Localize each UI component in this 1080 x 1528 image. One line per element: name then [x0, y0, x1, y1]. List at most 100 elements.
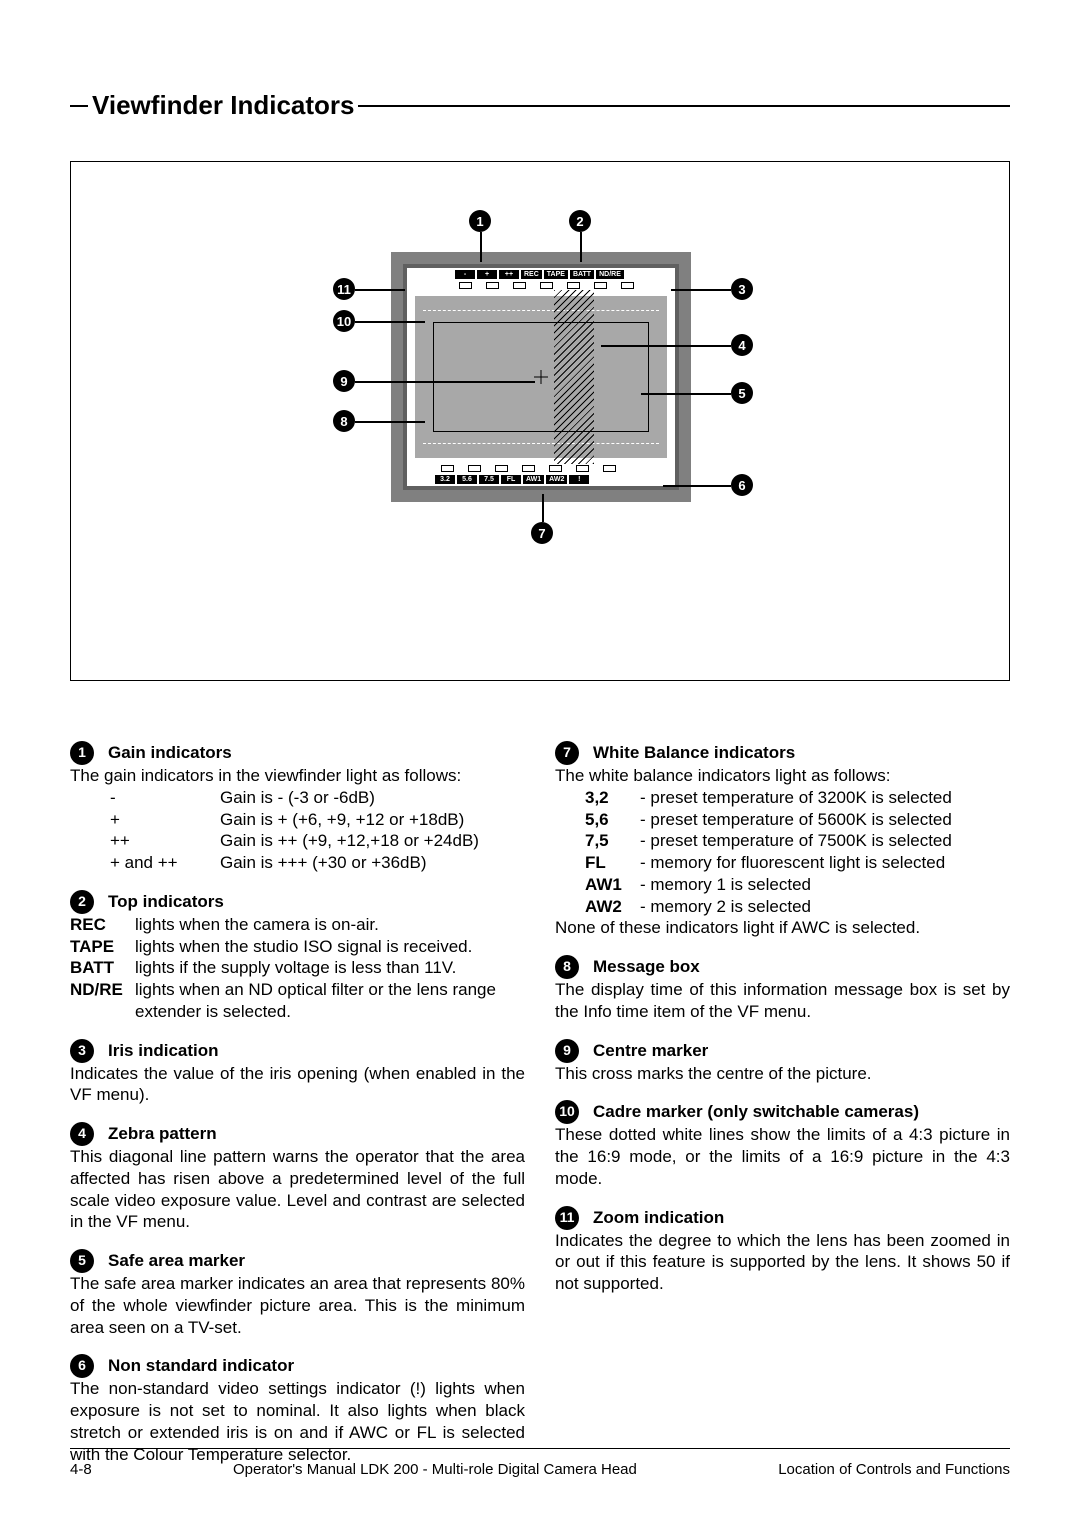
title-rule-right — [358, 105, 1010, 107]
item-heading: 2Top indicators — [70, 890, 525, 914]
wb-75-label: 7.5 — [479, 475, 499, 484]
item-number-badge: 6 — [70, 1354, 94, 1378]
gain-plusplus-label: ++ — [499, 270, 519, 279]
table-value: - memory 2 is selected — [640, 896, 1010, 918]
table-value: - preset temperature of 3200K is selecte… — [640, 787, 1010, 809]
item-number-badge: 1 — [70, 741, 94, 765]
leader — [641, 393, 731, 395]
led — [459, 282, 472, 289]
item-heading: 1 Gain indicators — [70, 741, 525, 765]
table-value: Gain is - (-3 or -6dB) — [220, 787, 525, 809]
leader — [580, 232, 582, 262]
led — [603, 465, 616, 472]
item-number-badge: 10 — [555, 1100, 579, 1124]
item-number-badge: 9 — [555, 1039, 579, 1063]
item-number-badge: 3 — [70, 1039, 94, 1063]
leader — [355, 321, 425, 323]
centre-marker-v — [541, 370, 542, 384]
led — [522, 465, 535, 472]
bottom-indicator-labels: 3.2 5.6 7.5 FL AW1 AW2 ! — [435, 475, 589, 484]
leader — [663, 485, 731, 487]
item-heading: 5Safe area marker — [70, 1249, 525, 1273]
bottom-leds — [441, 465, 616, 472]
item-heading: 4Zebra pattern — [70, 1122, 525, 1146]
safe-area-right — [648, 322, 649, 432]
table-value: lights when the camera is on-air. — [135, 914, 525, 936]
item-table: -Gain is - (-3 or -6dB)+Gain is + (+6, +… — [110, 787, 525, 874]
item-body: This cross marks the centre of the pictu… — [555, 1063, 1010, 1085]
table-key: 3,2 — [585, 787, 640, 809]
table-value: - memory for fluorescent light is select… — [640, 852, 1010, 874]
led — [549, 465, 562, 472]
ndre-label: ND/RE — [596, 270, 624, 279]
led — [441, 465, 454, 472]
table-key: ++ — [110, 830, 220, 852]
table-key: 7,5 — [585, 830, 640, 852]
leader — [601, 345, 731, 347]
led — [576, 465, 589, 472]
left-column: 1Gain indicatorsThe gain indicators in t… — [70, 741, 525, 1465]
item-title: White Balance indicators — [593, 742, 795, 764]
safe-area-left — [433, 322, 434, 432]
top-leds — [459, 282, 634, 289]
title-rule-left — [70, 105, 88, 107]
leader — [355, 381, 535, 383]
item-number-badge: 2 — [70, 890, 94, 914]
wb-aw1-label: AW1 — [523, 475, 544, 484]
safe-area-bottom — [433, 431, 649, 432]
table-value: lights when an ND optical filter or the … — [135, 979, 525, 1023]
table-key: 5,6 — [585, 809, 640, 831]
item-number-badge: 4 — [70, 1122, 94, 1146]
table-value: lights if the supply voltage is less tha… — [135, 957, 525, 979]
item-table: 3,2- preset temperature of 3200K is sele… — [585, 787, 1010, 918]
item-number-badge: 5 — [70, 1249, 94, 1273]
right-column: 7White Balance indicatorsThe white balan… — [555, 741, 1010, 1465]
zebra-pattern — [554, 290, 594, 464]
led — [621, 282, 634, 289]
table-key: AW2 — [585, 896, 640, 918]
item-title: Gain indicators — [108, 742, 232, 764]
callout-8: 8 — [333, 410, 355, 432]
callout-4: 4 — [731, 334, 753, 356]
table-key: + and ++ — [110, 852, 220, 874]
wb-aw2-label: AW2 — [546, 475, 567, 484]
cadre-marker-top — [423, 310, 659, 311]
callout-11: 11 — [333, 278, 355, 300]
table-value: Gain is +++ (+30 or +36dB) — [220, 852, 525, 874]
section-title-row: Viewfinder Indicators — [70, 90, 1010, 121]
gain-plus-label: + — [477, 270, 497, 279]
viewfinder-screen — [415, 296, 667, 458]
leader — [542, 494, 544, 522]
item-heading: 10Cadre marker (only switchable cameras) — [555, 1100, 1010, 1124]
item-heading: 8Message box — [555, 955, 1010, 979]
item-heading: 9Centre marker — [555, 1039, 1010, 1063]
top-indicator-labels: - + ++ REC TAPE BATT ND/RE — [455, 270, 624, 279]
item-intro: The white balance indicators light as fo… — [555, 765, 1010, 787]
viewfinder-diagram: - + ++ REC TAPE BATT ND/RE — [70, 161, 1010, 681]
wb-32-label: 3.2 — [435, 475, 455, 484]
callout-10: 10 — [333, 310, 355, 332]
gain-minus-label: - — [455, 270, 475, 279]
item-body: This diagonal line pattern warns the ope… — [70, 1146, 525, 1233]
table-value: lights when the studio ISO signal is rec… — [135, 936, 525, 958]
item-title: Message box — [593, 956, 700, 978]
table-key: FL — [585, 852, 640, 874]
page-number: 4-8 — [70, 1461, 92, 1478]
item-body: Indicates the degree to which the lens h… — [555, 1230, 1010, 1295]
item-heading: 6 Non standard indicator — [70, 1354, 525, 1378]
item-body: These dotted white lines show the limits… — [555, 1124, 1010, 1189]
callout-9: 9 — [333, 370, 355, 392]
cadre-marker-bottom — [423, 443, 659, 444]
item-body: Indicates the value of the iris opening … — [70, 1063, 525, 1107]
table-key: - — [110, 787, 220, 809]
table-key: AW1 — [585, 874, 640, 896]
item-heading: 7White Balance indicators — [555, 741, 1010, 765]
leader — [355, 421, 425, 423]
table-value: Gain is ++ (+9, +12,+18 or +24dB) — [220, 830, 525, 852]
led — [486, 282, 499, 289]
rec-label: REC — [521, 270, 542, 279]
batt-label: BATT — [570, 270, 594, 279]
item-title: Non standard indicator — [108, 1355, 294, 1377]
callout-1: 1 — [469, 210, 491, 232]
wb-56-label: 5.6 — [457, 475, 477, 484]
